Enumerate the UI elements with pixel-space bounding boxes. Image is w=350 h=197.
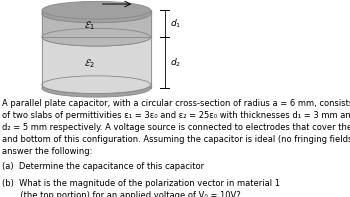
Text: A parallel plate capacitor, with a circular cross-section of radius a = 6 mm, co: A parallel plate capacitor, with a circu… — [2, 98, 350, 156]
Polygon shape — [42, 37, 150, 85]
Text: (b)  What is the magnitude of the polarization vector in material 1
       (the : (b) What is the magnitude of the polariz… — [2, 179, 280, 197]
Ellipse shape — [42, 1, 150, 19]
Text: $\mathcal{E}_1$: $\mathcal{E}_1$ — [84, 19, 95, 32]
Ellipse shape — [42, 28, 150, 46]
Ellipse shape — [42, 5, 150, 23]
Ellipse shape — [42, 28, 150, 46]
Polygon shape — [42, 14, 150, 37]
Text: $\mathcal{E}_2$: $\mathcal{E}_2$ — [84, 57, 95, 70]
Polygon shape — [42, 10, 150, 14]
Ellipse shape — [42, 79, 150, 97]
Polygon shape — [42, 85, 150, 88]
Text: (a)  Determine the capacitance of this capacitor: (a) Determine the capacitance of this ca… — [2, 162, 204, 171]
Ellipse shape — [42, 5, 150, 23]
Text: $d_2$: $d_2$ — [170, 57, 182, 69]
Ellipse shape — [42, 76, 150, 94]
Text: $d_1$: $d_1$ — [170, 18, 182, 30]
Ellipse shape — [42, 76, 150, 94]
